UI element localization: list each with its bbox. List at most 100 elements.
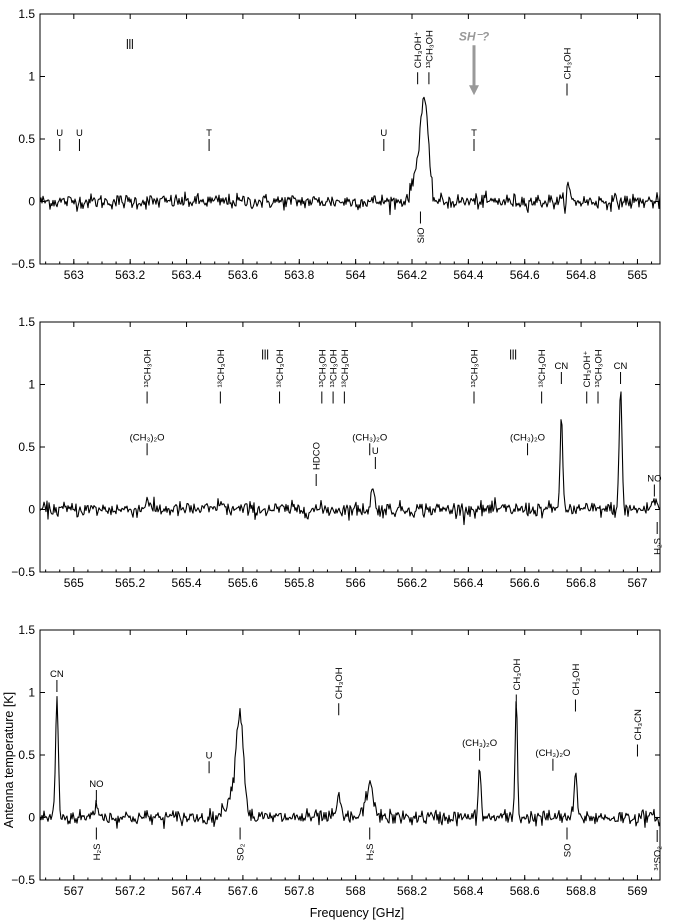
spectrum-line [39, 391, 661, 526]
line-id-label: ¹³CH₃OH [594, 349, 605, 387]
line-id-label: NO [89, 779, 103, 790]
y-tick-label: 1 [28, 70, 35, 84]
x-tick-label: 564.4 [453, 268, 483, 282]
x-tick-label: 564.8 [566, 268, 596, 282]
line-id-label: T [206, 128, 212, 139]
line-id-label: U [76, 128, 83, 139]
x-tick-label: 569 [627, 884, 647, 898]
y-axis-title: Antenna temperature [K] [2, 692, 16, 828]
x-tick-label: 566 [346, 576, 366, 590]
y-tick-label: 1.5 [18, 623, 35, 637]
line-id-label: H₂S [92, 844, 103, 861]
line-id-label: CH₃OH [571, 664, 582, 696]
y-tick-label: −0.5 [11, 565, 35, 579]
x-tick-label: 565 [64, 576, 84, 590]
x-tick-label: 563.2 [115, 268, 145, 282]
x-tick-label: 564 [346, 268, 366, 282]
x-tick-label: 565 [627, 268, 647, 282]
line-id-label: ¹³CH₃OH [329, 349, 340, 387]
x-tick-label: 568 [346, 884, 366, 898]
line-id-label: SO [563, 844, 574, 858]
y-tick-label: 0.5 [18, 440, 35, 454]
x-tick-label: 563.4 [172, 268, 202, 282]
spectrum-line [39, 696, 661, 829]
line-id-label: (CH₃)₂O [510, 432, 545, 443]
line-id-label: ¹³CH₃OH [340, 349, 351, 387]
line-id-label: (CH₃)₂O [535, 748, 570, 759]
arrow-label: SH⁻? [459, 29, 490, 43]
x-tick-label: 566.2 [397, 576, 427, 590]
line-id-label: CN [614, 361, 628, 372]
x-tick-label: 564.6 [510, 268, 540, 282]
x-tick-label: 563 [64, 268, 84, 282]
line-id-label: CH₃CN [633, 709, 644, 740]
x-tick-label: 567.2 [115, 884, 145, 898]
x-tick-label: 566.8 [566, 576, 596, 590]
line-id-label: H₂S [653, 538, 664, 555]
x-tick-label: 563.6 [228, 268, 258, 282]
line-id-label: ³⁴SO₂ [653, 846, 664, 871]
x-tick-label: 565.2 [115, 576, 145, 590]
line-id-label: CH₃OH⁺ [413, 31, 424, 68]
line-id-label: ¹³CH₃OH [470, 349, 481, 387]
y-tick-label: 0 [28, 811, 35, 825]
x-tick-label: 566.6 [510, 576, 540, 590]
x-tick-label: 565.8 [284, 576, 314, 590]
line-id-label: ¹³CH₃OH [537, 349, 548, 387]
x-tick-label: 567.6 [228, 884, 258, 898]
y-tick-label: 1 [28, 686, 35, 700]
line-id-label: NO [647, 474, 661, 485]
y-tick-label: 0 [28, 503, 35, 517]
y-tick-label: 0.5 [18, 748, 35, 762]
line-id-label: CN [554, 361, 568, 372]
line-id-label: T [471, 128, 477, 139]
x-tick-label: 568.6 [510, 884, 540, 898]
x-tick-label: 563.8 [284, 268, 314, 282]
line-id-label: ¹³CH₃OH [317, 349, 328, 387]
y-tick-label: −0.5 [11, 257, 35, 271]
line-id-label: CH₃OH [334, 667, 345, 699]
x-tick-label: 568.8 [566, 884, 596, 898]
line-id-label: SiO [416, 228, 427, 244]
line-id-label: U [380, 128, 387, 139]
x-tick-label: 566.4 [453, 576, 483, 590]
x-tick-label: 565.4 [172, 576, 202, 590]
y-tick-label: 0.5 [18, 132, 35, 146]
y-tick-label: 1.5 [18, 7, 35, 21]
line-id-label: (CH₃)₂O [352, 432, 387, 443]
line-id-label: U [372, 446, 379, 457]
line-id-label: U [206, 750, 213, 761]
y-tick-label: 0 [28, 195, 35, 209]
line-id-label: CN [50, 669, 64, 680]
x-tick-label: 564.2 [397, 268, 427, 282]
x-tick-label: 567 [64, 884, 84, 898]
spectrum-line [39, 96, 661, 216]
x-axis-title: Frequency [GHz] [310, 906, 404, 920]
line-id-label: SO₂ [236, 843, 247, 861]
line-id-label: CH₃OH⁺ [582, 351, 593, 388]
y-tick-label: 1 [28, 378, 35, 392]
line-id-label: CH₃OH [512, 659, 523, 691]
line-id-label: H₂S [365, 844, 376, 861]
spectrum-panels: 563 563.2 563.4 563.6 563.8 564 564.2 564.4 564.… [11, 7, 663, 898]
x-tick-label: 568.4 [453, 884, 483, 898]
spectrum-panel-1: 563 563.2 563.4 563.6 563.8 564 564.2 564.4 564.… [11, 7, 661, 282]
arrow-head [469, 85, 479, 96]
line-id-label: CH₃OH [563, 48, 574, 80]
line-id-label: ¹³CH₃OH [216, 349, 227, 387]
spectrum-panel-3: 567 567.2 567.4 567.6 567.8 568 568.2 568.4 568.… [11, 623, 663, 898]
line-id-label: (CH₃)₂O [130, 432, 165, 443]
y-tick-label: −0.5 [11, 873, 35, 887]
x-tick-label: 565.6 [228, 576, 258, 590]
x-tick-label: 567.8 [284, 884, 314, 898]
line-id-label: (CH₃)₂O [462, 738, 497, 749]
line-id-label: ¹³CH₃OH [424, 30, 435, 68]
y-tick-label: 1.5 [18, 315, 35, 329]
line-id-label: HDCO [312, 442, 323, 470]
line-id-label: U [56, 128, 63, 139]
line-id-label: ¹³CH₃OH [143, 349, 154, 387]
x-tick-label: 567.4 [172, 884, 202, 898]
x-tick-label: 568.2 [397, 884, 427, 898]
line-id-label: ¹³CH₃OH [275, 349, 286, 387]
